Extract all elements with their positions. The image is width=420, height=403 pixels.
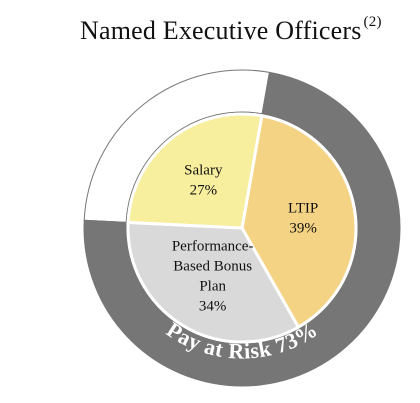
salary-value-label: 27%: [190, 183, 218, 199]
performance-based-bonus-plan-label: Performance-: [172, 239, 254, 255]
performance-based-bonus-plan-label: Plan: [199, 279, 226, 295]
salary-label: Salary: [184, 163, 223, 179]
ltip-label: LTIP: [288, 200, 318, 216]
pay-at-risk-ring-segment: [83, 71, 401, 387]
ltip-slice: [240, 113, 358, 330]
performance-based-bonus-plan-label: Based Bonus: [173, 259, 252, 275]
chart-title: Named Executive Officers (2): [80, 14, 382, 45]
title-footnote: (2): [363, 14, 382, 30]
performance-based-bonus-plan-slice: [126, 220, 301, 344]
performance-based-bonus-plan-value-label: 34%: [199, 299, 227, 315]
ltip-value-label: 39%: [289, 220, 317, 236]
salary-slice: [126, 112, 264, 230]
